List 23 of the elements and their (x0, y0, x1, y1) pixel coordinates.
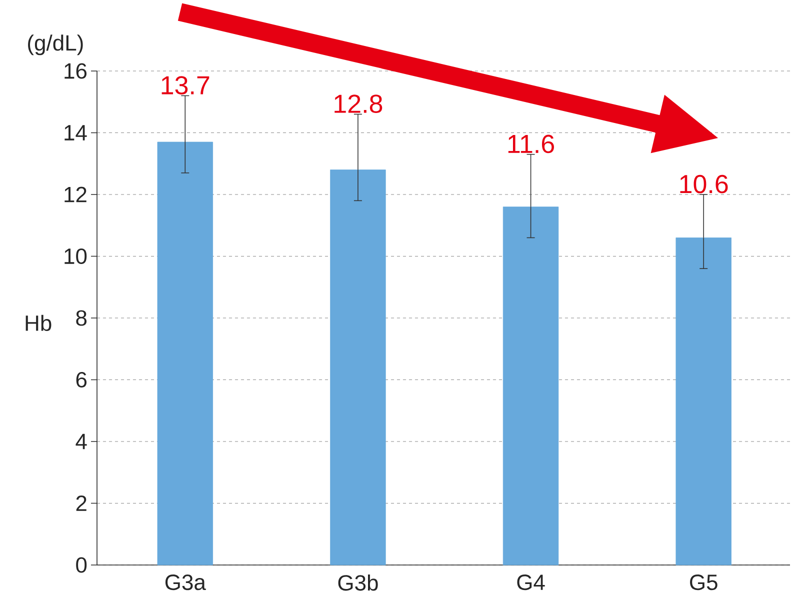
y-axis-title: Hb (26, 314, 52, 332)
x-tick-label: G3b (338, 574, 378, 591)
bar (157, 142, 213, 566)
bar (502, 206, 559, 566)
bar (676, 238, 732, 566)
text: (g/dL) (28, 34, 83, 56)
data-label: 11.6 (508, 134, 554, 154)
y-tick-label: 6 (76, 372, 87, 388)
x-tick-label: G3a (165, 574, 206, 590)
y-tick-label: 16 (64, 63, 87, 79)
bar (330, 170, 386, 566)
x-tick-label: G5 (690, 574, 718, 590)
y-tick-label: 2 (76, 496, 86, 511)
y-tick-label: 8 (76, 310, 87, 326)
data-label: 13.7 (162, 76, 210, 94)
data-label: 10.6 (680, 174, 728, 194)
y-tick-label: 14 (64, 125, 87, 140)
y-tick-label: 0 (76, 557, 87, 573)
y-tick-label: 10 (64, 248, 87, 264)
y-tick-label: 4 (76, 434, 87, 450)
y-tick-label: 12 (64, 186, 86, 202)
data-label: 12.8 (334, 94, 382, 114)
x-tick-label: G4 (517, 574, 545, 590)
